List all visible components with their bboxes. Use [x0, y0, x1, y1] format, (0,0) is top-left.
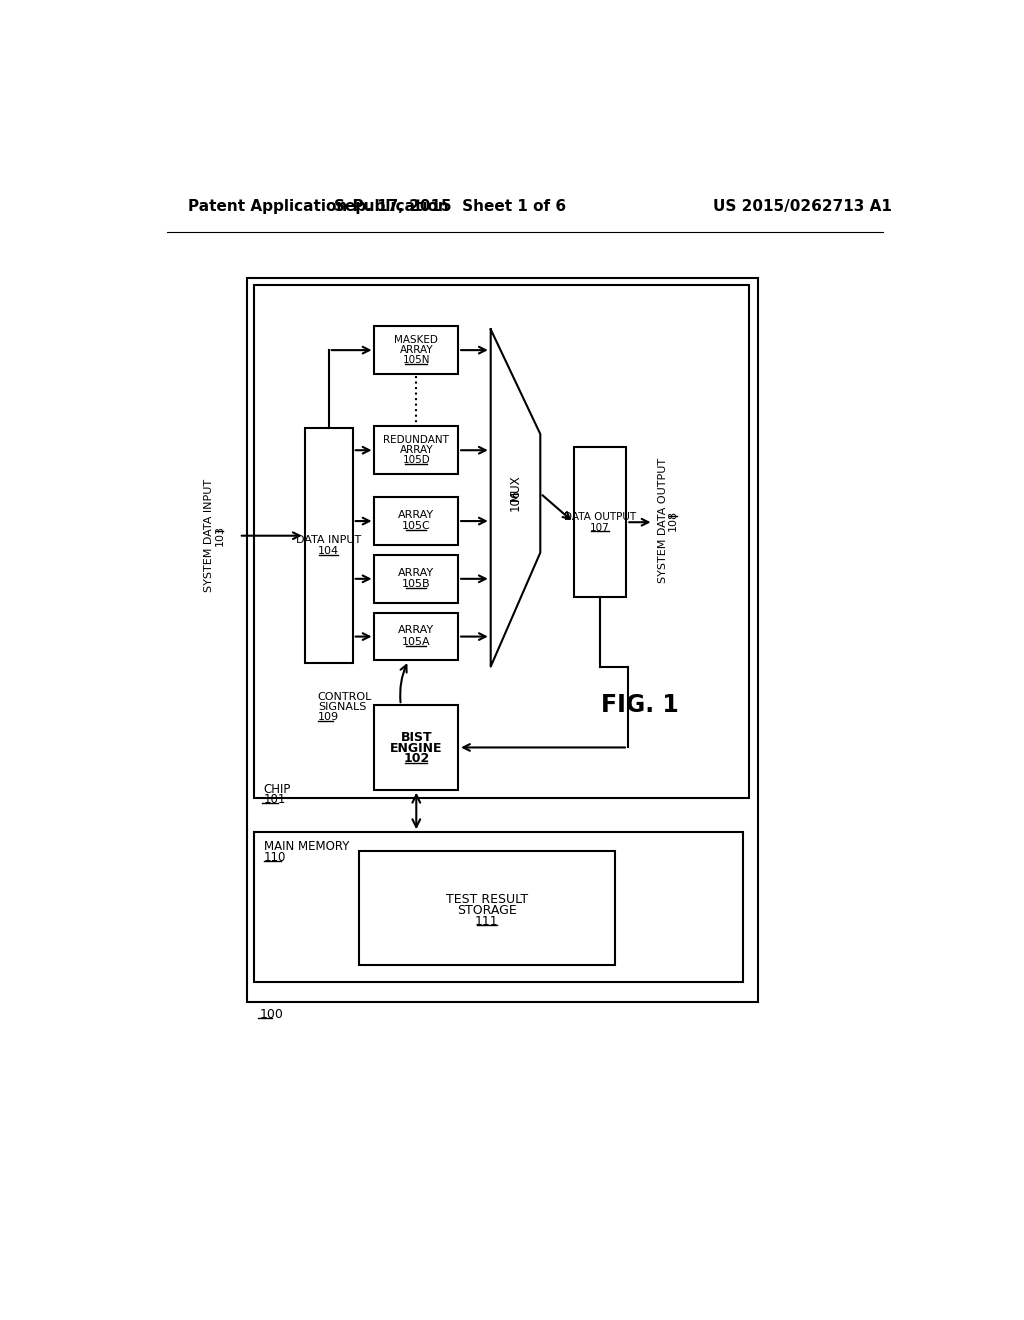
- Text: 100: 100: [260, 1008, 284, 1022]
- Text: TEST RESULT: TEST RESULT: [445, 894, 528, 907]
- Text: 105C: 105C: [402, 521, 431, 532]
- Text: REDUNDANT: REDUNDANT: [383, 436, 450, 445]
- Text: SYSTEM DATA OUTPUT: SYSTEM DATA OUTPUT: [657, 458, 668, 583]
- Text: SIGNALS: SIGNALS: [317, 702, 367, 713]
- Text: 102: 102: [403, 752, 429, 766]
- Text: DATA OUTPUT: DATA OUTPUT: [564, 512, 636, 521]
- Bar: [375, 612, 458, 660]
- Text: 105N: 105N: [402, 355, 430, 366]
- Text: 105A: 105A: [402, 638, 431, 647]
- Text: MASKED: MASKED: [394, 335, 438, 345]
- Bar: [375, 498, 458, 545]
- Text: 105D: 105D: [402, 455, 430, 465]
- Text: 108: 108: [668, 510, 678, 531]
- Bar: [375, 426, 458, 474]
- Bar: [254, 832, 742, 982]
- Text: Sep. 17, 2015  Sheet 1 of 6: Sep. 17, 2015 Sheet 1 of 6: [334, 198, 565, 214]
- Text: 106: 106: [509, 490, 522, 511]
- Text: 109: 109: [317, 713, 339, 722]
- Text: ARRAY: ARRAY: [398, 510, 434, 520]
- Text: ARRAY: ARRAY: [399, 445, 433, 455]
- Bar: [573, 447, 627, 598]
- Text: 110: 110: [263, 851, 286, 865]
- Polygon shape: [490, 330, 541, 667]
- Bar: [359, 851, 614, 965]
- Text: 107: 107: [590, 523, 610, 532]
- Text: US 2015/0262713 A1: US 2015/0262713 A1: [713, 198, 892, 214]
- Text: CONTROL: CONTROL: [317, 693, 373, 702]
- Bar: [375, 554, 458, 603]
- Text: SYSTEM DATA INPUT: SYSTEM DATA INPUT: [205, 479, 214, 593]
- Text: 105B: 105B: [402, 579, 431, 589]
- Text: BIST: BIST: [400, 731, 432, 744]
- Text: ENGINE: ENGINE: [390, 742, 442, 755]
- Bar: [375, 705, 458, 789]
- Text: STORAGE: STORAGE: [457, 904, 517, 917]
- Bar: [247, 277, 758, 1002]
- Bar: [375, 326, 458, 374]
- Text: ARRAY: ARRAY: [398, 626, 434, 635]
- Text: 101: 101: [263, 793, 286, 807]
- Text: FIG. 1: FIG. 1: [601, 693, 678, 717]
- Text: 111: 111: [475, 915, 499, 928]
- Text: MAIN MEMORY: MAIN MEMORY: [263, 840, 349, 853]
- Bar: [254, 285, 749, 797]
- Text: ARRAY: ARRAY: [399, 345, 433, 355]
- Bar: [305, 428, 352, 663]
- Text: Patent Application Publication: Patent Application Publication: [188, 198, 450, 214]
- Text: DATA INPUT: DATA INPUT: [296, 535, 361, 545]
- Text: CHIP: CHIP: [263, 783, 291, 796]
- Text: ARRAY: ARRAY: [398, 568, 434, 578]
- Text: 104: 104: [318, 546, 339, 557]
- Text: 103: 103: [214, 525, 224, 546]
- Text: MUX: MUX: [509, 475, 522, 502]
